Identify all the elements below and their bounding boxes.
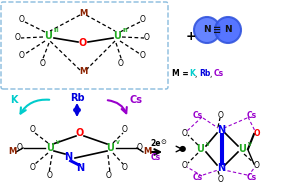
Text: O: O [182,160,188,170]
Text: Cs: Cs [214,70,224,78]
Text: N: N [76,163,84,173]
Text: U: U [46,143,54,153]
Text: O: O [40,60,46,68]
Circle shape [215,17,241,43]
Text: O: O [17,143,23,153]
Text: O: O [140,15,146,25]
Text: O: O [144,33,150,43]
Text: O: O [19,15,25,25]
Text: N: N [217,125,225,135]
Text: III: III [122,29,128,33]
Text: ,: , [195,70,200,78]
Text: M: M [8,147,16,156]
Text: O: O [15,33,21,43]
Text: O: O [106,170,112,180]
Text: ⊙: ⊙ [160,139,166,145]
Text: V: V [248,142,252,146]
Text: O: O [19,51,25,60]
Text: Rb: Rb [70,93,84,103]
Text: O: O [218,111,224,119]
Text: O: O [30,125,36,135]
Text: ●: ● [178,145,186,153]
Text: O: O [30,163,36,171]
Text: O: O [47,170,53,180]
Text: Cs: Cs [151,153,161,161]
Text: O: O [79,38,87,48]
Text: O: O [182,129,188,138]
Text: N: N [64,152,72,162]
Text: U: U [238,144,246,154]
Text: N: N [217,163,225,173]
Text: Cs: Cs [247,174,257,183]
Text: N: N [224,26,232,35]
Text: O: O [122,163,128,171]
FancyBboxPatch shape [1,2,168,89]
Text: V: V [56,140,60,146]
Text: M =: M = [172,70,191,78]
Text: U: U [44,31,52,41]
Text: U: U [196,144,204,154]
Text: Cs: Cs [193,174,203,183]
Text: M: M [79,9,87,18]
Text: V: V [116,140,120,146]
Text: ,: , [210,70,215,78]
Text: O: O [254,129,260,138]
Text: 2e: 2e [151,139,161,147]
Text: U: U [113,31,121,41]
Text: O: O [76,128,84,138]
Text: O: O [140,51,146,60]
Text: ≡: ≡ [213,25,221,35]
Text: Rb: Rb [199,70,210,78]
Text: O: O [254,160,260,170]
Text: O: O [137,143,143,153]
Text: O: O [122,125,128,135]
Text: N: N [203,26,211,35]
Text: V: V [206,142,210,146]
Text: M: M [143,147,151,156]
Text: U: U [106,143,114,153]
Circle shape [194,17,220,43]
Text: Cs: Cs [129,95,142,105]
Text: K: K [189,70,195,78]
Text: Cs: Cs [247,111,257,119]
Text: M: M [79,67,87,77]
Text: O: O [218,176,224,184]
Text: Cs: Cs [193,111,203,119]
Text: +: + [186,29,196,43]
Text: III: III [53,29,59,33]
Text: K: K [10,95,18,105]
Text: O: O [118,60,124,68]
